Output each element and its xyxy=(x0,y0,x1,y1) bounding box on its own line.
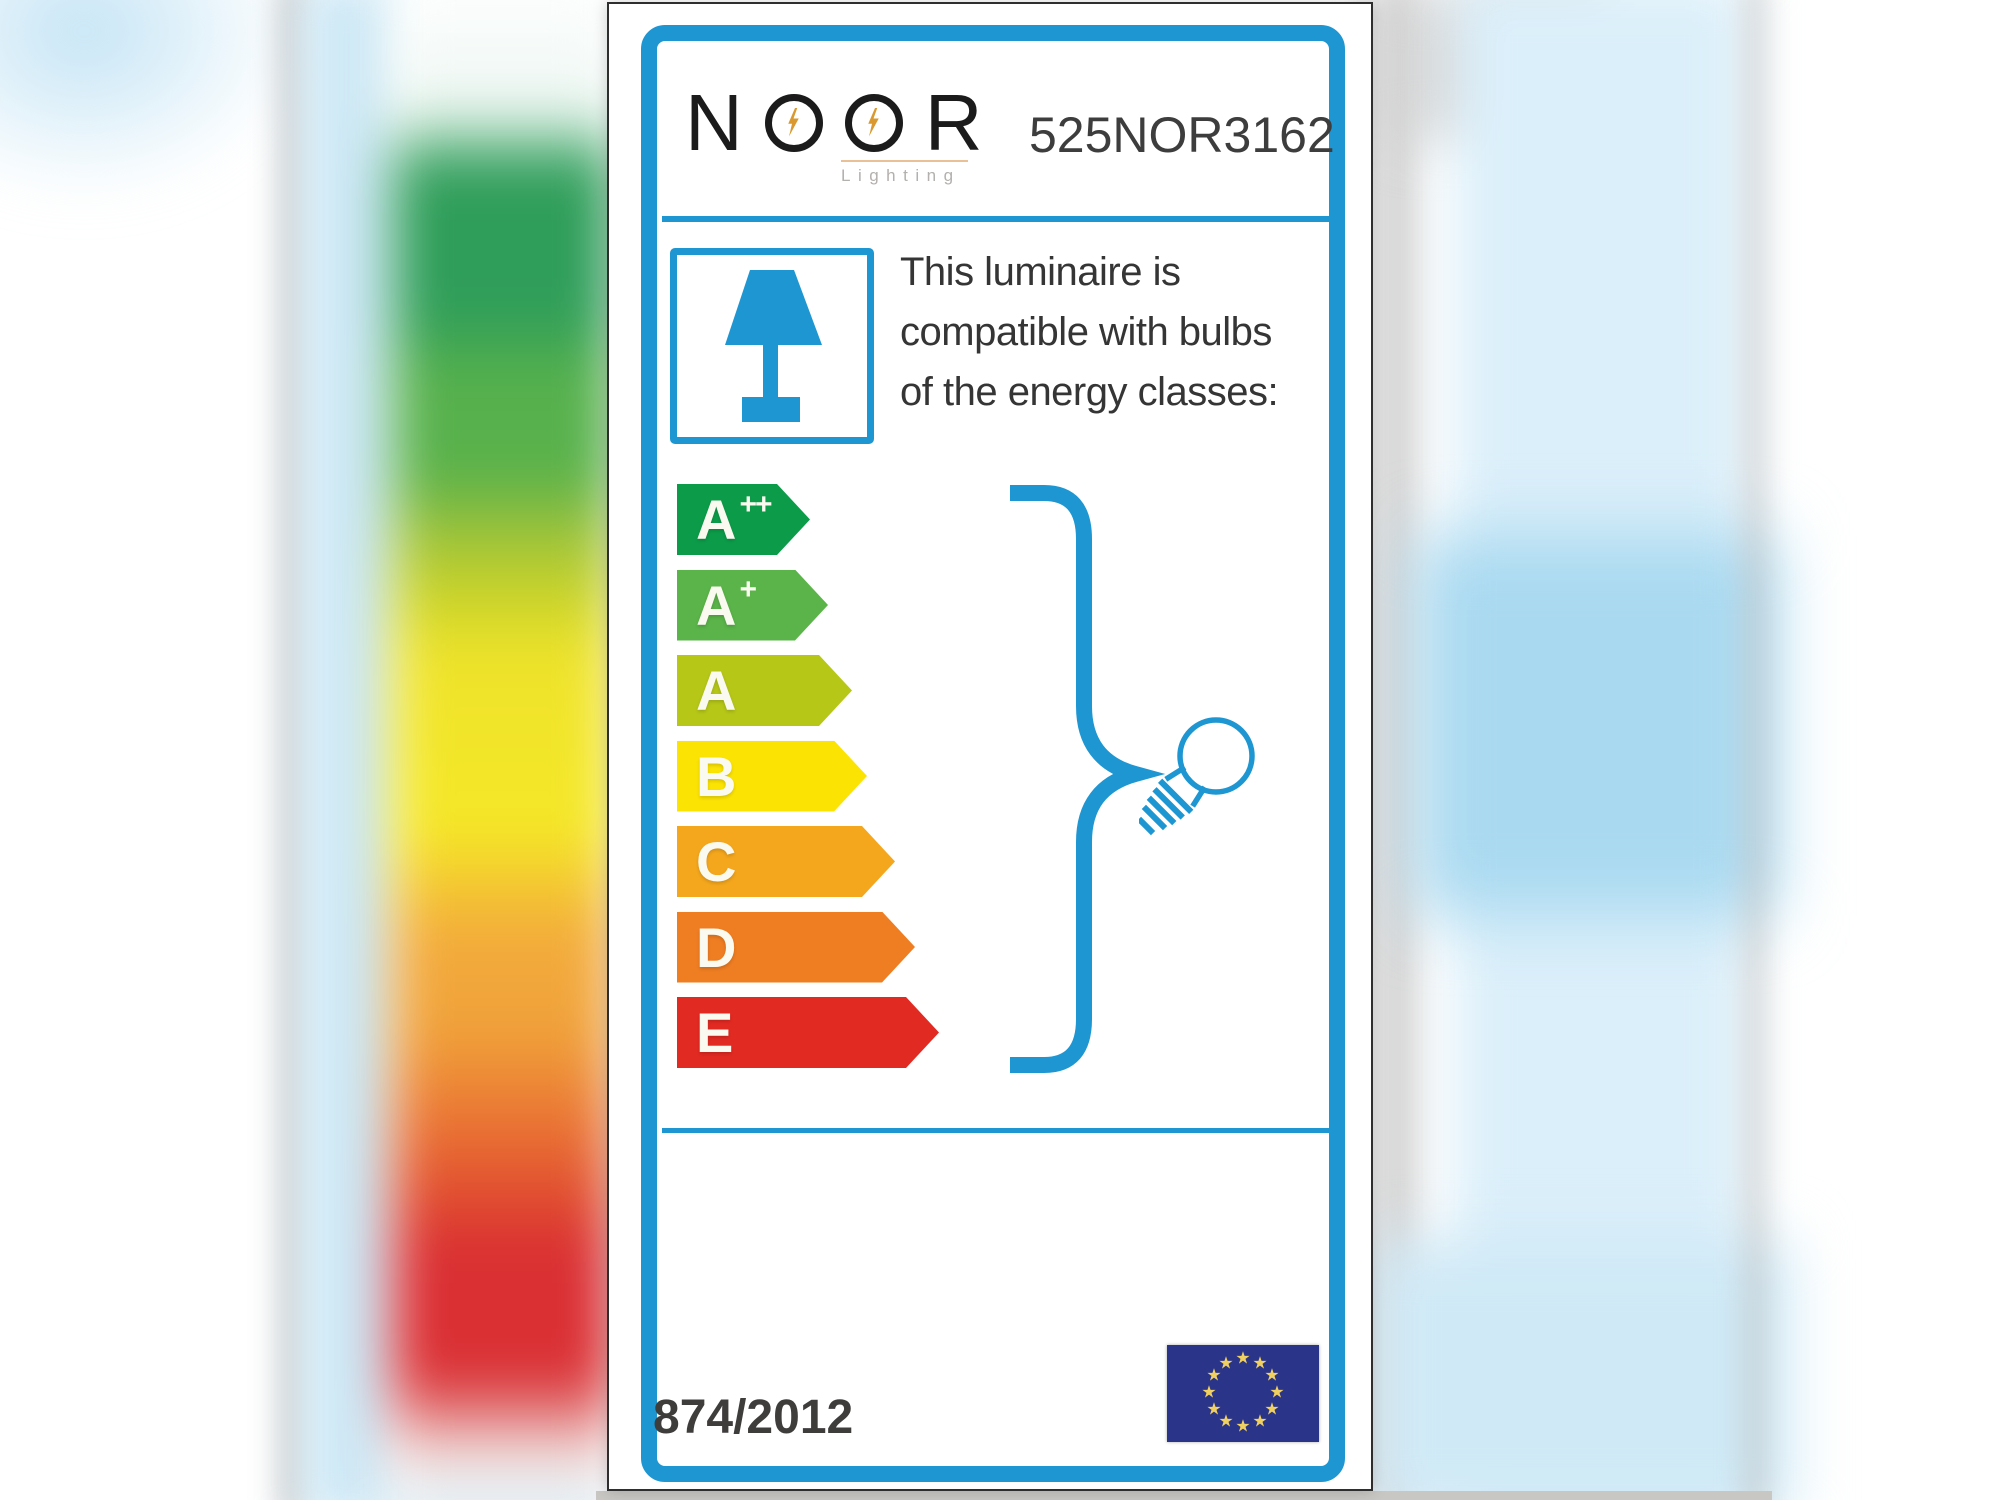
energy-label-card: N O O R Lighting 525NOR3162 xyxy=(607,2,1373,1491)
energy-class-arrow-d: D xyxy=(677,912,915,983)
table-lamp-icon xyxy=(725,270,822,422)
eu-star: ★ xyxy=(1252,1411,1268,1431)
class-letter: B xyxy=(696,744,737,808)
label-blue-frame xyxy=(641,25,1345,1482)
eu-flag: ★ ★ ★ ★ ★ ★ ★ ★ ★ ★ ★ ★ xyxy=(1167,1345,1319,1442)
class-superscript: ++ xyxy=(739,487,771,521)
curly-brace xyxy=(1010,485,1166,1073)
logo-letter-o: O xyxy=(844,94,903,152)
background-blur-energy-stripes xyxy=(392,0,614,1500)
regulation-number: 874/2012 xyxy=(653,1391,854,1444)
model-number: 525NOR3162 xyxy=(1029,107,1335,163)
logo-letter-r: R xyxy=(924,78,983,167)
compatibility-line-2: compatible with bulbs xyxy=(900,310,1272,354)
compatibility-note: This luminaire is compatible with bulbs … xyxy=(900,242,1279,422)
background-blur-topleft xyxy=(0,0,300,200)
eu-star: ★ xyxy=(1218,1353,1234,1373)
lightning-bolt-icon xyxy=(788,108,800,137)
energy-class-scale: A ++ A + A B C D E xyxy=(677,484,939,1083)
class-letter: C xyxy=(696,830,737,893)
logo-letter-o: O xyxy=(764,94,823,152)
class-letter: A xyxy=(696,488,737,551)
compatibility-line-3: of the energy classes: xyxy=(900,370,1279,414)
class-letter: D xyxy=(696,915,737,979)
eu-star: ★ xyxy=(1269,1382,1285,1402)
eu-star: ★ xyxy=(1264,1365,1280,1385)
lightning-bolt-icon xyxy=(868,108,880,137)
luminaire-pictogram-box xyxy=(670,248,874,444)
eu-star: ★ xyxy=(1264,1399,1280,1419)
energy-class-arrow-a-plus-plus: A ++ xyxy=(677,484,810,555)
background-blur-blue-blob xyxy=(1415,535,1775,915)
brand-underline xyxy=(841,160,968,162)
eu-star: ★ xyxy=(1252,1353,1268,1373)
background-blur-blue-right xyxy=(1455,0,1747,1500)
light-bulb-icon xyxy=(1139,717,1255,836)
background-blur-gray-topright xyxy=(1390,0,1610,140)
brand-subtitle: Lighting xyxy=(841,166,961,185)
eu-star: ★ xyxy=(1201,1382,1217,1402)
eu-star: ★ xyxy=(1206,1399,1222,1419)
energy-class-arrow-e: E xyxy=(677,997,939,1068)
energy-class-arrow-b: B xyxy=(677,741,867,812)
class-letter: E xyxy=(696,1001,734,1064)
background-blur-blue-bottom xyxy=(1370,1240,1790,1500)
class-letter: A xyxy=(696,573,737,637)
eu-star: ★ xyxy=(1206,1365,1222,1385)
background-blur-gray-left xyxy=(284,0,304,1500)
background-blur-blue-left xyxy=(300,0,404,1500)
background-blur-gray-right xyxy=(1378,0,1412,1500)
class-superscript: + xyxy=(739,573,755,606)
logo-letter-n: N xyxy=(685,78,743,167)
background-blur-gray-thin xyxy=(1744,0,1766,1500)
separator-bottom xyxy=(662,1128,1330,1133)
energy-class-arrow-a-plus: A + xyxy=(677,570,828,641)
separator-top xyxy=(662,216,1330,222)
compatibility-line-1: This luminaire is xyxy=(900,250,1181,294)
eu-star: ★ xyxy=(1235,1416,1251,1436)
energy-class-arrow-c: C xyxy=(677,826,895,897)
brand-logo: N O O R xyxy=(685,78,983,167)
energy-class-arrow-a: A xyxy=(677,655,852,726)
class-letter: A xyxy=(696,659,737,722)
eu-star: ★ xyxy=(1235,1348,1251,1368)
eu-star: ★ xyxy=(1218,1411,1234,1431)
